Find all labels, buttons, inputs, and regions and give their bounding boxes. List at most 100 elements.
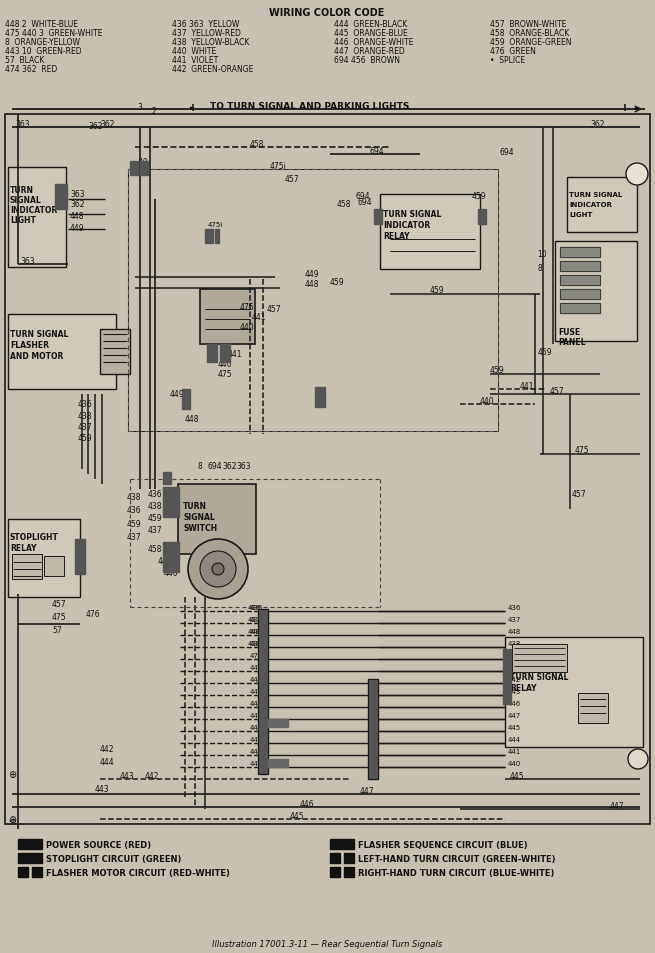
- Text: 447: 447: [360, 786, 375, 795]
- Bar: [44, 557, 64, 577]
- Bar: [18, 867, 28, 877]
- Text: 457: 457: [572, 490, 587, 498]
- Text: 436: 436: [250, 604, 263, 610]
- Text: 447: 447: [610, 801, 625, 810]
- Bar: [178, 484, 256, 555]
- Text: 363: 363: [70, 190, 84, 199]
- Bar: [560, 290, 600, 299]
- Text: 446: 446: [508, 700, 521, 706]
- Text: INDICATOR: INDICATOR: [383, 221, 430, 230]
- Text: 694: 694: [358, 198, 373, 207]
- Text: 443: 443: [120, 771, 135, 781]
- Bar: [163, 542, 179, 573]
- Bar: [18, 840, 42, 849]
- Text: 448: 448: [185, 415, 200, 423]
- Text: WIRING COLOR CODE: WIRING COLOR CODE: [269, 8, 384, 18]
- Text: 436: 436: [78, 399, 92, 409]
- Text: 459  ORANGE-GREEN: 459 ORANGE-GREEN: [490, 38, 572, 47]
- Text: ►: ►: [635, 105, 641, 111]
- Text: 459: 459: [148, 514, 162, 522]
- Bar: [205, 230, 213, 244]
- Bar: [578, 693, 608, 723]
- Text: 442  GREEN-ORANGE: 442 GREEN-ORANGE: [172, 65, 253, 74]
- Text: 57: 57: [52, 625, 62, 635]
- Text: 444  GREEN-BLACK: 444 GREEN-BLACK: [334, 20, 407, 29]
- Bar: [478, 210, 486, 225]
- Bar: [200, 290, 255, 345]
- Text: 438: 438: [127, 493, 141, 501]
- Text: FLASHER SEQUENCE CIRCUIT (BLUE): FLASHER SEQUENCE CIRCUIT (BLUE): [358, 841, 528, 849]
- Text: 458: 458: [250, 140, 265, 149]
- Text: 448: 448: [305, 280, 320, 289]
- Text: 441: 441: [158, 557, 172, 565]
- Bar: [560, 275, 600, 286]
- Text: 459: 459: [538, 348, 553, 356]
- Text: 457: 457: [550, 387, 565, 395]
- Bar: [163, 488, 179, 517]
- Bar: [503, 649, 511, 704]
- Text: 57  BLACK: 57 BLACK: [5, 56, 45, 65]
- Text: 363: 363: [15, 120, 29, 129]
- Text: 459: 459: [330, 277, 345, 287]
- Bar: [368, 679, 378, 780]
- Text: LEFT-HAND TURN CIRCUIT (GREEN-WHITE): LEFT-HAND TURN CIRCUIT (GREEN-WHITE): [358, 854, 555, 863]
- Text: 438: 438: [250, 640, 263, 646]
- Text: 441: 441: [520, 381, 534, 391]
- Text: POWER SOURCE (RED): POWER SOURCE (RED): [46, 841, 151, 849]
- Text: 694: 694: [208, 461, 223, 471]
- Text: ⊕: ⊕: [8, 769, 16, 780]
- Bar: [140, 162, 148, 175]
- Text: LIGHT: LIGHT: [10, 215, 36, 225]
- Text: 437: 437: [508, 617, 521, 622]
- Bar: [268, 760, 288, 767]
- Text: 442: 442: [100, 744, 115, 753]
- Text: 440: 440: [218, 359, 233, 369]
- Text: 2: 2: [152, 107, 157, 116]
- Text: 440: 440: [240, 323, 255, 332]
- Text: 362: 362: [590, 120, 605, 129]
- Bar: [344, 853, 354, 863]
- Text: 438: 438: [248, 640, 261, 646]
- Text: SIGNAL: SIGNAL: [183, 513, 215, 521]
- Bar: [130, 162, 138, 175]
- Text: 437: 437: [78, 422, 92, 432]
- Text: 475: 475: [240, 303, 255, 312]
- Text: 449: 449: [305, 270, 320, 278]
- Text: 459: 459: [430, 286, 445, 294]
- Text: 437: 437: [250, 617, 263, 622]
- Text: 441: 441: [250, 748, 263, 754]
- Text: 476  GREEN: 476 GREEN: [490, 47, 536, 56]
- Text: 437: 437: [127, 533, 141, 541]
- Bar: [560, 304, 600, 314]
- Text: 694: 694: [355, 192, 369, 201]
- Text: ►: ►: [190, 105, 195, 111]
- Bar: [344, 867, 354, 877]
- Circle shape: [626, 164, 648, 186]
- Text: 443: 443: [508, 688, 521, 695]
- Text: 446: 446: [300, 800, 314, 808]
- Bar: [368, 679, 378, 780]
- Text: 445: 445: [510, 771, 525, 781]
- Text: 694: 694: [370, 147, 384, 156]
- Bar: [5, 115, 650, 824]
- Bar: [55, 185, 67, 210]
- Text: 8  ORANGE-YELLOW: 8 ORANGE-YELLOW: [5, 38, 80, 47]
- Text: 448: 448: [250, 628, 263, 635]
- Text: 440  WHITE: 440 WHITE: [172, 47, 216, 56]
- Text: 448: 448: [248, 628, 261, 635]
- Text: 437: 437: [248, 617, 261, 622]
- Text: 444: 444: [100, 758, 115, 766]
- Text: 458: 458: [148, 544, 162, 554]
- Text: 441: 441: [508, 748, 521, 754]
- Text: TURN SIGNAL: TURN SIGNAL: [569, 192, 622, 198]
- Text: 458: 458: [337, 200, 352, 209]
- Text: 438  YELLOW-BLACK: 438 YELLOW-BLACK: [172, 38, 250, 47]
- Text: RELAY: RELAY: [10, 543, 37, 553]
- Text: 459: 459: [78, 434, 92, 442]
- Bar: [220, 345, 230, 363]
- Bar: [32, 867, 42, 877]
- Text: 447: 447: [250, 712, 263, 719]
- Bar: [258, 609, 268, 774]
- Text: 362: 362: [70, 200, 84, 209]
- Bar: [8, 314, 116, 390]
